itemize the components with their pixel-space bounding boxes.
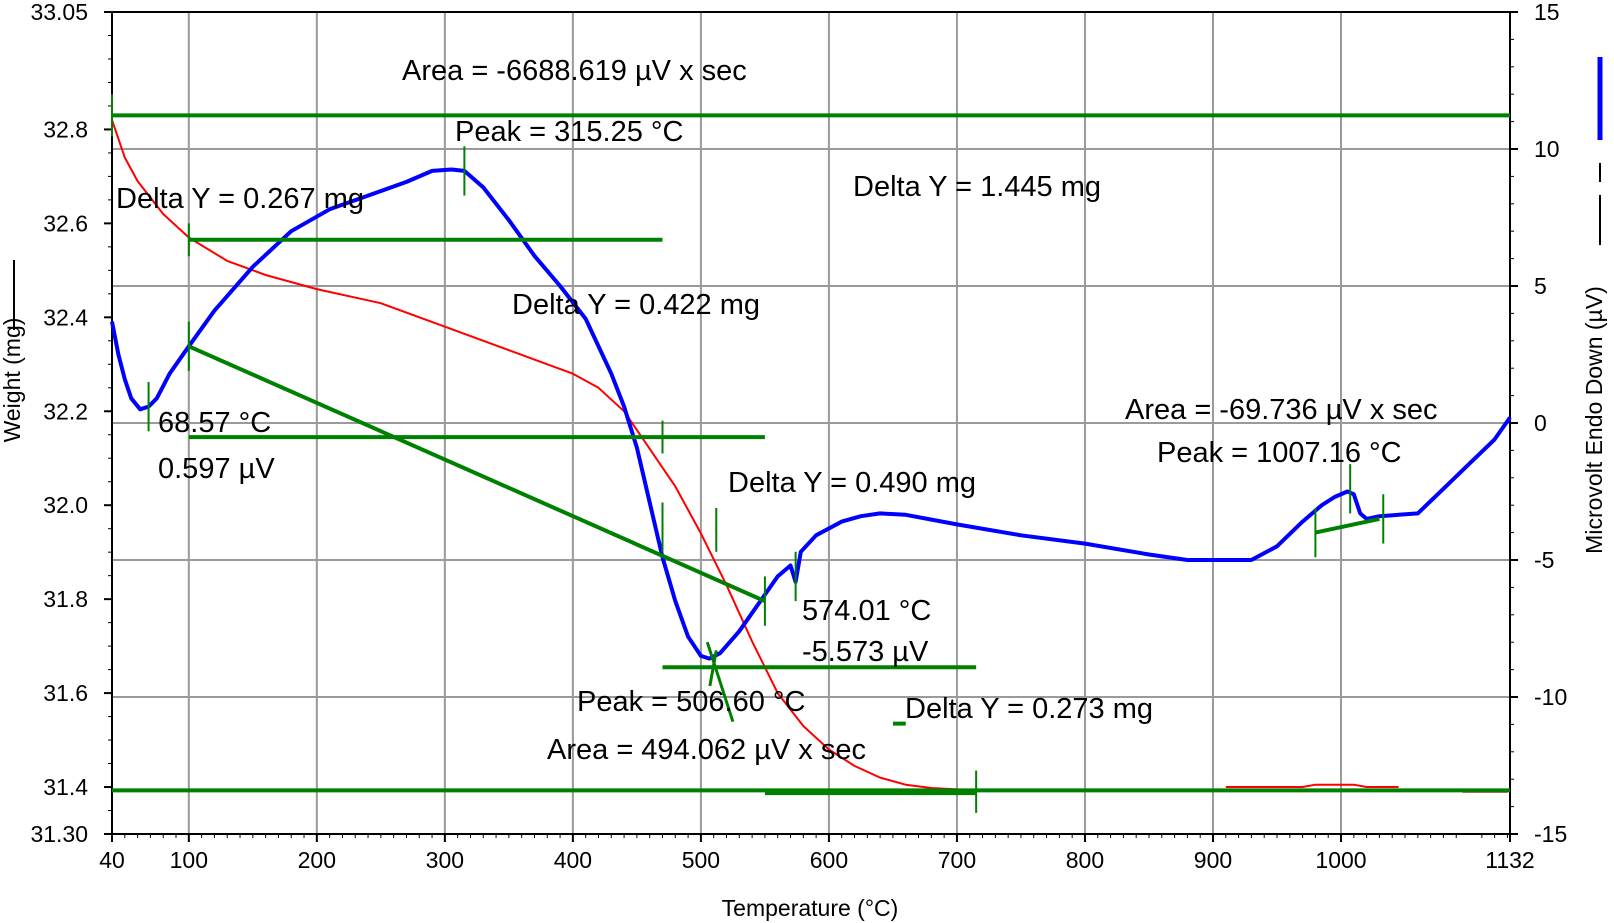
x-tick-label: 1132 [1485, 847, 1534, 873]
annotation-label: Delta Y = 1.445 mg [853, 171, 1101, 203]
series-line-weight [1225, 783, 1399, 788]
y-right-tick-label: 10 [1534, 136, 1560, 162]
x-tick-label: 800 [1066, 847, 1104, 873]
series-line-dta [110, 167, 1512, 661]
annotation-label: Peak = 506.60 °C [577, 686, 805, 718]
x-tick-label: 600 [810, 847, 848, 873]
annotation-label: Peak = 315.25 °C [455, 116, 683, 148]
y-right-tick-label: -5 [1534, 547, 1554, 573]
annotation-label: Delta Y = 0.422 mg [512, 289, 760, 321]
x-tick-label: 100 [170, 847, 208, 873]
annotation-label: Peak = 1007.16 °C [1157, 437, 1402, 469]
axis-layer: 40 100 200 300 400 500 600 700 800 900 1000 1132-15… [30, 0, 1567, 873]
x-tick-label: 400 [554, 847, 592, 873]
annotation-label: Area = 494.062 µV x sec [547, 734, 866, 766]
annotation-label: 0.597 µV [158, 453, 275, 485]
annotation-label: Area = -69.736 µV x sec [1125, 394, 1438, 426]
series-layer [110, 119, 1512, 793]
marker-layer [111, 94, 1510, 813]
x-tick-label: 300 [426, 847, 464, 873]
annotation-label: Delta Y = 0.267 mg [116, 183, 364, 215]
y-left-tick-label: 32.8 [43, 116, 88, 142]
y-left-tick-label: 32.6 [43, 210, 88, 236]
x-tick-label: 200 [298, 847, 336, 873]
y-right-tick-label: -15 [1534, 821, 1567, 847]
annotation-label: 574.01 °C [802, 595, 931, 627]
y-left-tick-label: 31.8 [43, 586, 88, 612]
annotation-layer: Area = -6688.619 µV x sec Peak = 315.25 °… [116, 55, 1438, 766]
annotation-label: Delta Y = 0.273 mg [905, 693, 1153, 725]
annotation-label: -5.573 µV [802, 636, 929, 668]
series-line-weight [111, 119, 1111, 791]
y-right-tick-label: 15 [1534, 0, 1560, 25]
annotation-label: 68.57 °C [158, 407, 271, 439]
y-axis-right-title: Microvolt Endo Down (µV) [1581, 286, 1607, 554]
y-left-tick-label: 32.2 [43, 398, 88, 424]
tangent-line [708, 650, 718, 687]
y-left-tick-label: 33.05 [30, 0, 88, 25]
y-left-tick-label: 31.30 [30, 821, 88, 847]
y-right-tick-label: 0 [1534, 410, 1547, 436]
y-left-tick-label: 32.4 [43, 304, 88, 330]
y-axis-left-title: Weight (mg) [0, 318, 25, 443]
x-tick-label: 700 [938, 847, 976, 873]
y-left-tick-label: 31.4 [43, 774, 88, 800]
peak-baseline [1314, 516, 1380, 535]
y-left-tick-label: 32.0 [43, 492, 88, 518]
y-right-tick-label: -10 [1534, 684, 1567, 710]
x-tick-label: 900 [1194, 847, 1232, 873]
x-tick-label: 1000 [1315, 847, 1366, 873]
y-right-tick-label: 5 [1534, 273, 1547, 299]
grid-layer [112, 12, 1510, 834]
y-left-tick-label: 31.6 [43, 680, 88, 706]
x-axis-title: Temperature (°C) [722, 895, 899, 921]
tangent-line [705, 641, 735, 723]
x-tick-label: 40 [99, 847, 125, 873]
annotation-label: Area = -6688.619 µV x sec [402, 55, 747, 87]
annotation-label: Delta Y = 0.490 mg [728, 467, 976, 499]
peak-baseline [188, 344, 766, 603]
x-tick-label: 500 [682, 847, 720, 873]
